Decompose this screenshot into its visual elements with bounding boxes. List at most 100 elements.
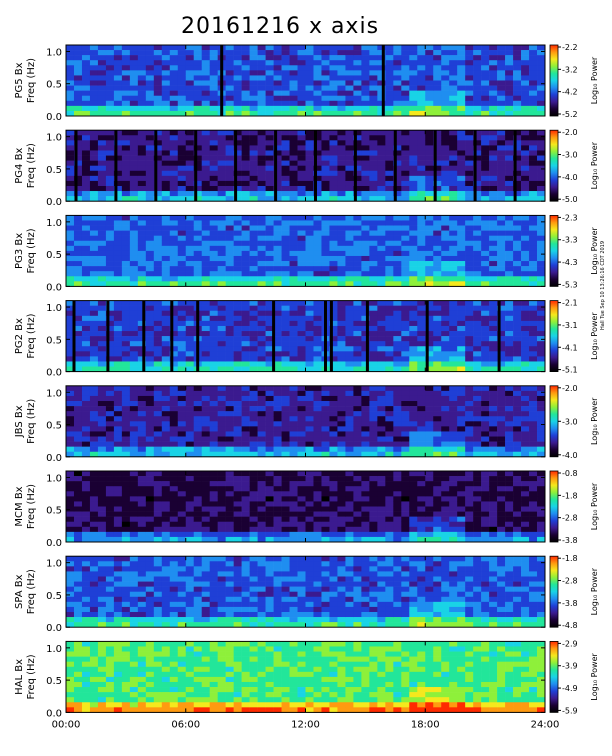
- spectrogram-cell: [217, 446, 226, 453]
- spectrogram-cell: [113, 481, 123, 487]
- spectrogram-cell: [529, 271, 538, 277]
- spectrogram-cell: [297, 80, 306, 86]
- spectrogram-cell: [377, 446, 386, 453]
- spectrogram-cell: [209, 225, 218, 231]
- spectrogram-cell: [113, 245, 123, 252]
- spectrogram-cell: [193, 521, 203, 528]
- spectrogram-cell: [361, 170, 370, 177]
- spectrogram-cell: [249, 331, 258, 337]
- spectrogram-cell: [66, 60, 75, 66]
- spectrogram-cell: [249, 421, 258, 427]
- spectrogram-cell: [329, 70, 338, 76]
- spectrogram-cell: [513, 341, 522, 347]
- spectrogram-cell: [73, 250, 83, 257]
- spectrogram-cell: [385, 100, 394, 107]
- spectrogram-cell: [289, 491, 298, 497]
- spectrogram-cell: [481, 276, 490, 282]
- spectrogram-cell: [177, 100, 187, 107]
- spectrogram-cell: [329, 196, 338, 202]
- spectrogram-cell: [441, 421, 450, 427]
- spectrogram-cell: [441, 351, 450, 357]
- spectrogram-cell: [521, 55, 530, 61]
- spectrogram-cell: [337, 60, 346, 66]
- spectrogram-cell: [97, 100, 107, 107]
- spectrogram-cell: [209, 351, 218, 357]
- spectrogram-cell: [361, 336, 370, 342]
- spectrogram-cell: [337, 85, 346, 91]
- spectrogram-cell: [145, 145, 155, 151]
- spectrogram-cell: [73, 501, 83, 507]
- spectrogram-cell: [393, 100, 402, 107]
- spectrogram-cell: [265, 105, 274, 112]
- spectrogram-cell: [321, 496, 330, 502]
- spectrogram-cell: [385, 75, 394, 81]
- spectrogram-cell: [377, 366, 386, 372]
- spectrogram-cell: [505, 55, 514, 61]
- spectrogram-cell: [129, 160, 139, 166]
- spectrogram-cell: [457, 65, 466, 71]
- spectrogram-cell: [66, 506, 75, 512]
- spectrogram-cell: [193, 90, 203, 97]
- spectrogram-cell: [321, 80, 330, 86]
- spectrogram-cell: [265, 406, 274, 412]
- spectrogram-cell: [465, 261, 474, 267]
- spectrogram-cell: [177, 476, 187, 482]
- spectrogram-cell: [273, 70, 282, 76]
- spectrogram-cell: [521, 451, 530, 458]
- spectrogram-cell: [409, 95, 418, 102]
- spectrogram-cell: [185, 471, 195, 477]
- spectrogram-cell: [337, 261, 346, 267]
- spectrogram-cell: [145, 390, 155, 397]
- spectrogram-cell: [521, 271, 530, 277]
- spectrogram-cell: [353, 271, 362, 277]
- spectrogram-cell: [105, 395, 115, 402]
- spectrogram-cell: [81, 421, 91, 427]
- spectrogram-cell: [329, 281, 338, 287]
- colorbar-tick-label: -3.0: [562, 417, 578, 426]
- spectrogram-cell: [329, 325, 338, 332]
- spectrogram-cell: [521, 395, 530, 402]
- spectrogram-cell: [401, 266, 410, 272]
- spectrogram-cell: [465, 150, 474, 156]
- spectrogram-cell: [473, 140, 482, 146]
- spectrogram-cell: [145, 421, 155, 427]
- spectrogram-cell: [353, 325, 362, 332]
- spectrogram-cell: [273, 446, 282, 453]
- spectrogram-cell: [529, 235, 538, 242]
- spectrogram-cell: [225, 385, 234, 392]
- spectrogram-cell: [193, 511, 203, 517]
- spectrogram-cell: [521, 95, 530, 102]
- spectrogram-cell: [289, 185, 298, 192]
- spectrogram-cell: [345, 526, 354, 533]
- spectrogram-cell: [161, 85, 171, 91]
- spectrogram-cell: [537, 196, 546, 202]
- spectrogram-cell: [425, 411, 434, 417]
- spectrogram-cell: [233, 331, 242, 337]
- spectrogram-cell: [113, 366, 123, 372]
- spectrogram-cell: [249, 496, 258, 502]
- spectrogram-cell: [401, 145, 410, 151]
- spectrogram-cell: [217, 165, 226, 172]
- spectrogram-cell: [537, 366, 546, 372]
- spectrogram-cell: [297, 185, 306, 192]
- spectrogram-cell: [529, 416, 538, 422]
- spectrogram-cell: [89, 105, 99, 112]
- spectrogram-cell: [321, 385, 330, 392]
- spectrogram-cell: [137, 90, 147, 97]
- spectrogram-cell: [233, 135, 242, 141]
- spectrogram-cell: [393, 50, 402, 56]
- spectrogram-cell: [521, 230, 530, 236]
- spectrogram-cell: [297, 501, 306, 507]
- spectrogram-cell: [529, 431, 538, 437]
- spectrogram-cell: [273, 356, 282, 362]
- spectrogram-cell: [81, 180, 91, 187]
- spectrogram-cell: [433, 250, 442, 257]
- spectrogram-cell: [425, 315, 434, 322]
- spectrogram-cell: [121, 300, 131, 306]
- spectrogram-cell: [425, 255, 434, 262]
- spectrogram-cell: [521, 100, 530, 107]
- spectrogram-cell: [321, 526, 330, 533]
- spectrogram-cell: [185, 300, 195, 306]
- spectrogram-cell: [105, 255, 115, 262]
- dropout-line: [170, 300, 174, 372]
